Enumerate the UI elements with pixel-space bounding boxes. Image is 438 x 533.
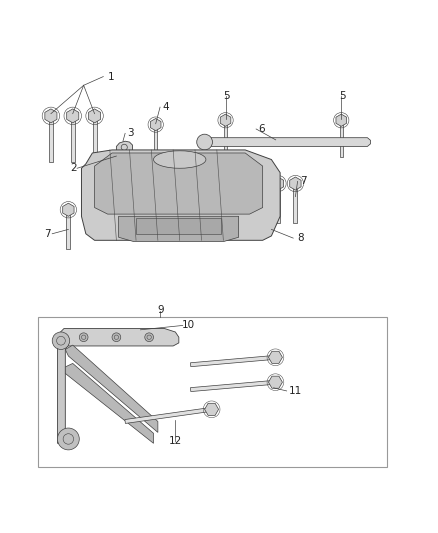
Text: 7: 7 xyxy=(44,229,51,239)
Polygon shape xyxy=(71,116,75,161)
Text: 5: 5 xyxy=(339,91,346,101)
Text: 10: 10 xyxy=(182,320,195,330)
Text: 8: 8 xyxy=(297,233,304,243)
Circle shape xyxy=(197,134,212,150)
Circle shape xyxy=(57,428,79,450)
Polygon shape xyxy=(191,356,276,367)
Circle shape xyxy=(145,333,153,342)
Polygon shape xyxy=(65,364,153,443)
Polygon shape xyxy=(60,328,179,346)
Polygon shape xyxy=(154,125,157,161)
Polygon shape xyxy=(65,345,158,432)
Polygon shape xyxy=(49,116,53,161)
Polygon shape xyxy=(81,150,280,240)
Polygon shape xyxy=(336,114,346,126)
Polygon shape xyxy=(125,407,212,423)
Text: 3: 3 xyxy=(127,128,134,139)
Polygon shape xyxy=(63,203,74,216)
Polygon shape xyxy=(339,120,343,157)
Text: 6: 6 xyxy=(258,124,265,134)
Polygon shape xyxy=(224,120,227,157)
Polygon shape xyxy=(88,109,101,123)
Polygon shape xyxy=(205,403,219,415)
Polygon shape xyxy=(95,153,263,214)
Polygon shape xyxy=(150,118,161,131)
Text: 11: 11 xyxy=(289,386,302,396)
Polygon shape xyxy=(117,141,133,165)
Circle shape xyxy=(52,332,70,350)
Ellipse shape xyxy=(153,151,206,168)
Polygon shape xyxy=(220,114,231,126)
Polygon shape xyxy=(290,177,301,190)
Bar xyxy=(38,317,387,467)
Polygon shape xyxy=(293,183,297,223)
Polygon shape xyxy=(136,219,221,234)
Circle shape xyxy=(112,333,121,342)
Polygon shape xyxy=(67,109,79,123)
Text: 12: 12 xyxy=(169,436,182,446)
Polygon shape xyxy=(191,380,276,392)
Polygon shape xyxy=(210,138,371,147)
Circle shape xyxy=(79,333,88,342)
Polygon shape xyxy=(268,376,283,388)
Polygon shape xyxy=(92,116,96,161)
Text: 9: 9 xyxy=(158,305,165,315)
Polygon shape xyxy=(45,109,57,123)
Text: 5: 5 xyxy=(223,91,230,101)
Polygon shape xyxy=(67,210,71,249)
Text: 4: 4 xyxy=(162,102,169,112)
Polygon shape xyxy=(119,216,239,241)
Polygon shape xyxy=(268,351,283,364)
Text: 1: 1 xyxy=(108,71,114,82)
Polygon shape xyxy=(276,183,280,223)
Text: 7: 7 xyxy=(300,176,307,187)
Polygon shape xyxy=(57,337,68,443)
Polygon shape xyxy=(272,177,284,190)
Text: 2: 2 xyxy=(71,163,77,173)
